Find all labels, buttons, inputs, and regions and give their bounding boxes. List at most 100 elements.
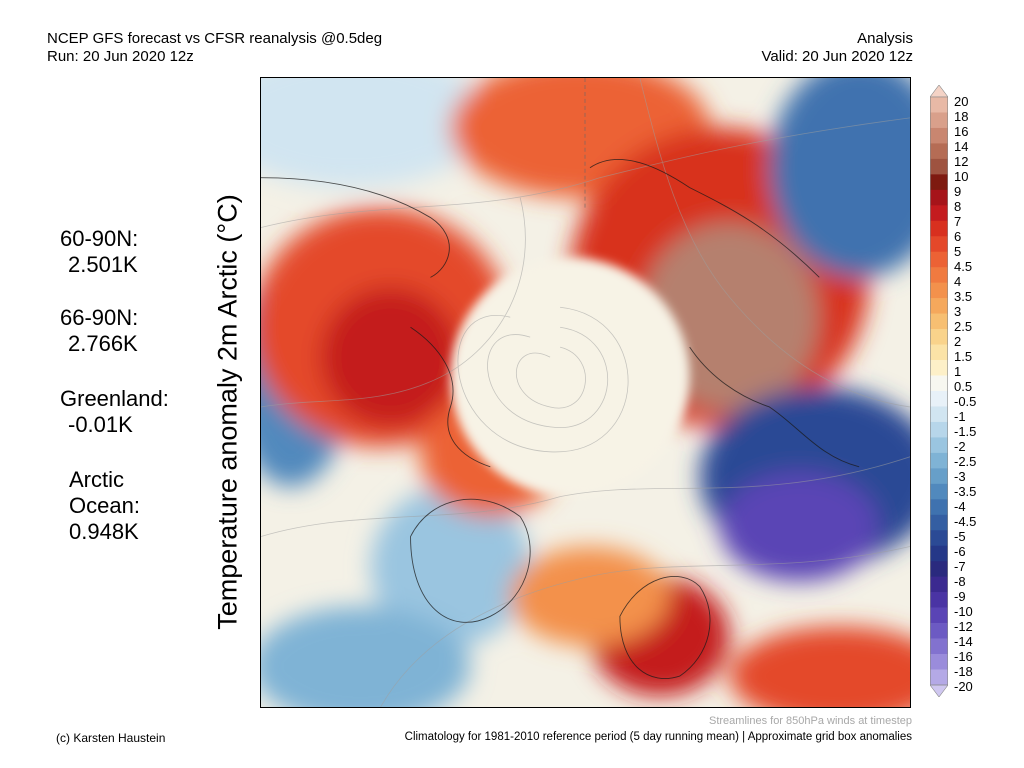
streamline — [261, 197, 526, 408]
stat-label-line2: Ocean: — [69, 493, 140, 518]
colorbar-tick-label: 7 — [954, 214, 962, 229]
colorbar-tick-label: -18 — [954, 664, 973, 679]
map-canvas — [261, 78, 910, 707]
colorbar-swatch — [930, 267, 948, 283]
analysis-label: Analysis — [857, 30, 913, 47]
cool-region-sw — [261, 606, 471, 707]
colorbar-tick-label: 6 — [954, 229, 962, 244]
colorbar-tick-label: -2 — [954, 439, 966, 454]
colorbar-swatch — [930, 205, 948, 222]
colorbar-tick-label: -16 — [954, 649, 973, 664]
colorbar-swatch — [930, 236, 948, 253]
colorbar-tick-label: -7 — [954, 559, 966, 574]
colorbar-swatch — [930, 375, 948, 392]
stat-value: 2.501K — [68, 252, 138, 277]
colorbar-max-arrow — [930, 85, 948, 98]
colorbar-tick-label: 1 — [954, 364, 962, 379]
coastline-greenland — [410, 498, 531, 623]
colorbar-swatch — [930, 437, 948, 454]
colorbar-swatch — [930, 143, 948, 160]
stat-label: Arctic — [69, 467, 124, 492]
cool-region-greenland — [370, 486, 531, 647]
colorbar-swatch — [930, 545, 948, 562]
colorbar-swatch — [930, 638, 948, 655]
colorbar-tick-label: -4 — [954, 499, 966, 514]
colorbar-swatch — [930, 592, 948, 608]
coastline — [261, 177, 450, 278]
cold-region-ne — [769, 78, 910, 278]
colorbar-tick-label: -6 — [954, 544, 966, 559]
colorbar-tick-label: -1.5 — [954, 424, 977, 439]
colorbar-swatch — [930, 282, 948, 299]
colorbar-swatch — [930, 607, 948, 624]
colorbar-tick-label: 14 — [954, 139, 969, 154]
colorbar-tick-label: 20 — [954, 94, 969, 109]
coastline — [410, 326, 491, 468]
colorbar-swatch — [930, 313, 948, 330]
colorbar-tick-label: 4 — [954, 274, 962, 289]
copyright: (c) Karsten Haustein — [56, 731, 166, 745]
coastlines — [261, 159, 860, 680]
stat-value: 2.766K — [68, 331, 138, 356]
colorbar-tick-label: 8 — [954, 199, 962, 214]
extreme-cold-east — [719, 471, 880, 582]
colorbar-swatch — [930, 158, 948, 175]
streamline — [639, 78, 910, 408]
colorbar-tick-label: -3.5 — [954, 484, 977, 499]
colorbar-swatch — [930, 298, 948, 314]
colorbar-swatch — [930, 97, 948, 113]
colorbar-min-arrow — [930, 684, 948, 697]
stat-value: -0.01K — [68, 412, 133, 437]
colorbar-swatch — [930, 483, 948, 500]
colorbar-tick-label: -9 — [954, 589, 966, 604]
streamline — [261, 117, 910, 228]
coastline — [689, 346, 860, 468]
colorbar-swatch — [930, 468, 948, 485]
arctic-ocean-neutral — [450, 257, 690, 497]
colorbar-swatch — [930, 174, 948, 191]
colorbar-swatch — [930, 220, 948, 237]
colorbar-swatch — [930, 189, 948, 206]
streamline — [261, 456, 910, 537]
stat-label: 60-90N: — [60, 226, 139, 251]
colorbar-swatch — [930, 251, 948, 268]
run-time: Run: 20 Jun 2020 12z — [47, 48, 194, 65]
colorbar-tick-label: -5 — [954, 529, 966, 544]
colorbar-swatch — [930, 344, 948, 361]
colorbar-tick-label: 4.5 — [954, 259, 973, 274]
stat-value: 0.948K — [69, 519, 139, 544]
colorbar-swatch — [930, 452, 948, 469]
colorbar-tick-label: 2.5 — [954, 319, 973, 334]
colorbar-tick-label: 0.5 — [954, 379, 973, 394]
streamline-note: Streamlines for 850hPa winds at timestep — [709, 715, 912, 727]
colorbar-tick-label: -3 — [954, 469, 966, 484]
colorbar-tick-label: 9 — [954, 184, 962, 199]
colorbar-swatch — [930, 561, 948, 577]
valid-time: Valid: 20 Jun 2020 12z — [761, 48, 913, 65]
colorbar-tick-label: -2.5 — [954, 454, 977, 469]
colorbar-tick-label: -1 — [954, 409, 966, 424]
colorbar-tick-label: 3.5 — [954, 289, 973, 304]
colorbar-swatch — [930, 654, 948, 670]
colorbar-tick-label: -12 — [954, 619, 973, 634]
colorbar-swatch — [930, 623, 948, 639]
colorbar-swatch — [930, 530, 948, 547]
colorbar-swatch — [930, 576, 948, 593]
warm-region-se — [729, 626, 910, 707]
colorbar — [930, 85, 948, 697]
stat-60-90n: 60-90N: 2.501K — [60, 226, 138, 278]
stat-arctic-ocean: Arctic Ocean: 0.948K — [69, 467, 140, 545]
colorbar-tick-label: 16 — [954, 124, 969, 139]
colorbar-tick-label: -20 — [954, 679, 973, 694]
colorbar-swatch — [930, 499, 948, 516]
coastline — [589, 159, 820, 278]
streamline — [380, 546, 910, 707]
colorbar-tick-label: 10 — [954, 169, 969, 184]
colorbar-tick-label: 12 — [954, 154, 969, 169]
colorbar-swatch — [930, 127, 948, 144]
colorbar-swatch — [930, 391, 948, 407]
colorbar-swatch — [930, 112, 948, 129]
colorbar-swatch — [930, 360, 948, 376]
colorbar-tick-label: -10 — [954, 604, 973, 619]
colorbar-swatch — [930, 514, 948, 531]
